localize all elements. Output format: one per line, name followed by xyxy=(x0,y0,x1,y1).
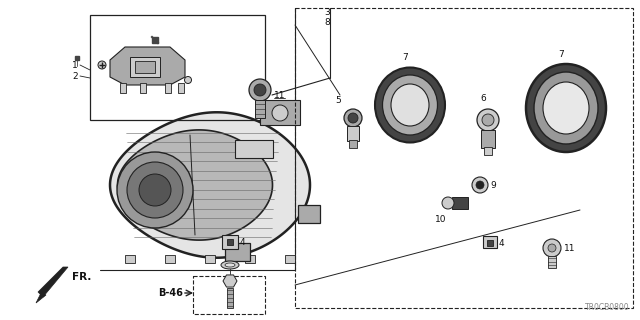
Circle shape xyxy=(548,244,556,252)
Text: 4: 4 xyxy=(499,238,504,247)
Bar xyxy=(349,140,357,148)
Bar xyxy=(484,147,492,155)
Text: 9: 9 xyxy=(490,180,496,189)
Bar xyxy=(140,83,146,93)
Ellipse shape xyxy=(225,263,235,267)
Bar xyxy=(125,255,135,263)
Bar xyxy=(135,61,155,73)
Text: B-46: B-46 xyxy=(158,288,183,298)
Bar xyxy=(235,140,273,158)
Bar xyxy=(255,100,265,118)
Bar xyxy=(205,255,215,263)
Circle shape xyxy=(117,152,193,228)
Text: 5: 5 xyxy=(335,95,340,105)
Bar xyxy=(295,8,633,308)
Ellipse shape xyxy=(526,64,606,152)
Text: TR0CB0800: TR0CB0800 xyxy=(586,303,630,312)
Circle shape xyxy=(543,239,561,257)
Text: 8: 8 xyxy=(324,18,330,27)
Polygon shape xyxy=(110,112,310,258)
Circle shape xyxy=(472,177,488,193)
Bar xyxy=(298,205,320,223)
Ellipse shape xyxy=(391,84,429,126)
Circle shape xyxy=(139,174,171,206)
Circle shape xyxy=(254,84,266,96)
Polygon shape xyxy=(38,267,68,297)
Polygon shape xyxy=(118,130,273,240)
Circle shape xyxy=(348,113,358,123)
Ellipse shape xyxy=(383,75,438,135)
Circle shape xyxy=(98,61,106,69)
Circle shape xyxy=(272,105,288,121)
Bar xyxy=(483,236,497,248)
Polygon shape xyxy=(223,275,237,287)
Text: 7: 7 xyxy=(558,50,564,59)
Bar xyxy=(225,243,250,261)
Ellipse shape xyxy=(534,72,598,144)
Bar xyxy=(245,255,255,263)
Polygon shape xyxy=(36,293,46,303)
Text: 2: 2 xyxy=(72,71,77,81)
Bar xyxy=(227,288,233,308)
Bar xyxy=(90,15,265,120)
Bar xyxy=(548,256,556,268)
Bar xyxy=(260,100,300,125)
Bar xyxy=(165,83,171,93)
Circle shape xyxy=(127,162,183,218)
Bar xyxy=(120,83,126,93)
Text: 11: 11 xyxy=(274,91,285,100)
Circle shape xyxy=(477,109,499,131)
Circle shape xyxy=(344,109,362,127)
Bar xyxy=(481,130,495,148)
Circle shape xyxy=(442,197,454,209)
Bar xyxy=(347,126,359,141)
Text: 1: 1 xyxy=(72,60,77,69)
Circle shape xyxy=(249,79,271,101)
Text: 6: 6 xyxy=(480,93,486,102)
Bar xyxy=(178,83,184,93)
Polygon shape xyxy=(452,197,468,209)
Ellipse shape xyxy=(375,68,445,142)
Text: 4: 4 xyxy=(240,237,246,246)
Bar xyxy=(222,235,238,249)
Bar xyxy=(285,255,295,263)
Ellipse shape xyxy=(543,82,589,134)
Text: 7: 7 xyxy=(402,52,408,61)
Polygon shape xyxy=(110,47,185,85)
Text: 11: 11 xyxy=(564,244,575,252)
Text: 3: 3 xyxy=(324,7,330,17)
Circle shape xyxy=(482,114,494,126)
Bar xyxy=(193,276,265,314)
Text: 10: 10 xyxy=(435,214,447,223)
Circle shape xyxy=(476,181,484,189)
Bar xyxy=(487,240,493,246)
Bar xyxy=(227,239,233,245)
Bar xyxy=(130,57,160,77)
Circle shape xyxy=(184,76,191,84)
Ellipse shape xyxy=(221,261,239,269)
Text: FR.: FR. xyxy=(72,272,92,282)
Bar xyxy=(165,255,175,263)
